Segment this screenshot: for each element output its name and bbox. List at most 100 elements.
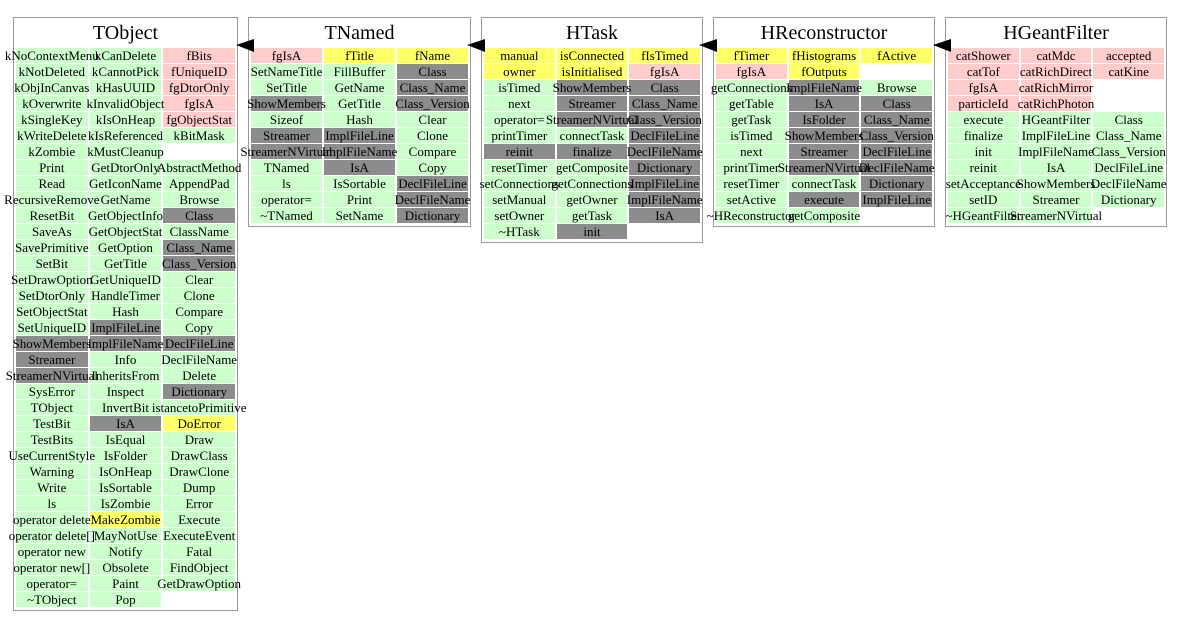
member-cell[interactable]: Browse bbox=[163, 192, 236, 207]
member-cell[interactable]: operator new bbox=[16, 544, 88, 559]
member-cell[interactable]: isConnected bbox=[556, 48, 628, 63]
member-cell[interactable]: Browse bbox=[861, 80, 933, 95]
member-cell[interactable]: Delete bbox=[163, 368, 236, 383]
member-cell[interactable]: AppendPad bbox=[163, 176, 236, 191]
member-cell[interactable]: Execute bbox=[163, 512, 236, 527]
member-cell[interactable]: kWriteDelete bbox=[16, 128, 88, 143]
member-cell[interactable]: SetDtorOnly bbox=[16, 288, 88, 303]
member-cell[interactable]: kIsReferenced bbox=[88, 128, 163, 143]
member-cell[interactable]: MakeZombie bbox=[89, 512, 162, 527]
member-cell[interactable]: DeclFileLine bbox=[861, 144, 933, 159]
member-cell[interactable]: connectTask bbox=[788, 176, 860, 191]
member-cell[interactable]: operator delete[] bbox=[9, 528, 95, 543]
member-cell[interactable]: GetDrawOption bbox=[157, 576, 241, 591]
member-cell[interactable]: operator= bbox=[16, 576, 88, 591]
member-cell[interactable]: ShowMembers bbox=[785, 128, 863, 143]
member-cell[interactable]: Obsolete bbox=[89, 560, 162, 575]
member-cell[interactable]: Dictionary bbox=[397, 208, 468, 223]
member-cell[interactable]: Class_Version bbox=[1091, 144, 1166, 159]
member-cell[interactable]: ImplFileName bbox=[627, 192, 703, 207]
member-cell[interactable]: fgIsA bbox=[948, 80, 1019, 95]
class-title-htask[interactable]: HTask bbox=[482, 18, 702, 48]
member-cell[interactable]: Hash bbox=[89, 304, 162, 319]
member-cell[interactable]: SavePrimitive bbox=[15, 240, 89, 255]
member-cell[interactable]: setID bbox=[948, 192, 1019, 207]
member-cell[interactable]: Read bbox=[16, 176, 88, 191]
member-cell[interactable]: particleId bbox=[948, 96, 1019, 111]
member-cell[interactable]: getComposite bbox=[556, 160, 628, 175]
member-cell[interactable]: SetNameTitle bbox=[251, 64, 322, 79]
member-cell[interactable]: SetUniqueID bbox=[16, 320, 88, 335]
member-cell[interactable]: DeclFileName bbox=[161, 352, 237, 367]
member-cell[interactable]: istancetoPrimitive bbox=[152, 400, 246, 415]
member-cell[interactable]: printTimer bbox=[484, 128, 555, 143]
member-cell[interactable]: isInitialised bbox=[556, 64, 628, 79]
member-cell[interactable]: IsFolder bbox=[89, 448, 162, 463]
member-cell[interactable]: getTable bbox=[716, 96, 787, 111]
member-cell[interactable]: ImplFileName bbox=[88, 336, 163, 351]
member-cell[interactable]: kIsOnHeap bbox=[89, 112, 162, 127]
member-cell[interactable]: InheritsFrom bbox=[89, 368, 162, 383]
member-cell[interactable]: ~HGeantFilter bbox=[946, 208, 1021, 223]
member-cell[interactable]: ~TObject bbox=[16, 592, 88, 607]
member-cell[interactable]: ImplFileName bbox=[322, 144, 397, 159]
member-cell[interactable]: DeclFileLine bbox=[397, 176, 468, 191]
member-cell[interactable]: Sizeof bbox=[251, 112, 322, 127]
class-title-tnamed[interactable]: TNamed bbox=[249, 18, 470, 48]
member-cell[interactable]: Error bbox=[163, 496, 236, 511]
member-cell[interactable]: init bbox=[948, 144, 1019, 159]
member-cell[interactable]: Dump bbox=[163, 480, 236, 495]
member-cell[interactable]: StreamerNVirtual bbox=[546, 112, 638, 127]
member-cell[interactable]: HGeantFilter bbox=[1020, 112, 1092, 127]
member-cell[interactable]: GetName bbox=[89, 192, 162, 207]
member-cell[interactable]: RecursiveRemove bbox=[4, 192, 99, 207]
member-cell[interactable]: Class bbox=[629, 80, 701, 95]
member-cell[interactable]: GetObjectStat bbox=[89, 224, 162, 239]
member-cell[interactable]: init bbox=[556, 224, 628, 239]
member-cell[interactable]: reinit bbox=[948, 160, 1019, 175]
member-cell[interactable]: Class bbox=[1093, 112, 1165, 127]
member-cell[interactable]: catTof bbox=[948, 64, 1019, 79]
member-cell[interactable]: Compare bbox=[163, 304, 236, 319]
member-cell[interactable]: StreamerNVirtual bbox=[6, 368, 98, 383]
member-cell[interactable]: fgDtorOnly bbox=[163, 80, 236, 95]
member-cell[interactable]: ImplFileLine bbox=[861, 192, 933, 207]
member-cell[interactable]: SetName bbox=[324, 208, 395, 223]
member-cell[interactable]: ImplFileLine bbox=[1020, 128, 1092, 143]
member-cell[interactable]: setOwner bbox=[484, 208, 555, 223]
member-cell[interactable]: fgIsA bbox=[629, 64, 701, 79]
member-cell[interactable]: operator delete bbox=[13, 512, 91, 527]
member-cell[interactable]: Streamer bbox=[1020, 192, 1092, 207]
member-cell[interactable]: IsSortable bbox=[89, 480, 162, 495]
member-cell[interactable]: IsFolder bbox=[788, 112, 860, 127]
member-cell[interactable]: kSingleKey bbox=[16, 112, 88, 127]
member-cell[interactable]: GetTitle bbox=[324, 96, 395, 111]
member-cell[interactable]: operator= bbox=[484, 112, 555, 127]
member-cell[interactable]: ShowMembers bbox=[1017, 176, 1095, 191]
member-cell[interactable]: StreamerNVirtual bbox=[240, 144, 333, 159]
member-cell[interactable]: IsZombie bbox=[89, 496, 162, 511]
member-cell[interactable]: fUniqueID bbox=[163, 64, 236, 79]
member-cell[interactable]: ShowMembers bbox=[553, 80, 631, 95]
member-cell[interactable]: GetIconName bbox=[89, 176, 162, 191]
member-cell[interactable]: TestBits bbox=[16, 432, 88, 447]
member-cell[interactable]: fBits bbox=[163, 48, 236, 63]
member-cell[interactable]: ls bbox=[16, 496, 88, 511]
member-cell[interactable]: IsA bbox=[788, 96, 860, 111]
member-cell[interactable]: ls bbox=[251, 176, 322, 191]
member-cell[interactable]: catRichPhoton bbox=[1018, 96, 1094, 111]
member-cell[interactable]: ~HTask bbox=[484, 224, 555, 239]
member-cell[interactable]: getConnections bbox=[552, 176, 632, 191]
member-cell[interactable]: Class_Version bbox=[395, 96, 470, 111]
member-cell[interactable]: fgObjectStat bbox=[163, 112, 236, 127]
member-cell[interactable]: fTitle bbox=[324, 48, 395, 63]
member-cell[interactable]: Compare bbox=[397, 144, 468, 159]
member-cell[interactable]: IsA bbox=[629, 208, 701, 223]
member-cell[interactable]: kMustCleanup bbox=[87, 144, 164, 159]
member-cell[interactable]: catRichDirect bbox=[1020, 64, 1092, 79]
member-cell[interactable]: TObject bbox=[16, 400, 88, 415]
member-cell[interactable]: InvertBit bbox=[89, 400, 162, 415]
member-cell[interactable]: getConnections bbox=[711, 80, 792, 95]
member-cell[interactable]: finalize bbox=[948, 128, 1019, 143]
member-cell[interactable]: GetObjectInfo bbox=[88, 208, 163, 223]
